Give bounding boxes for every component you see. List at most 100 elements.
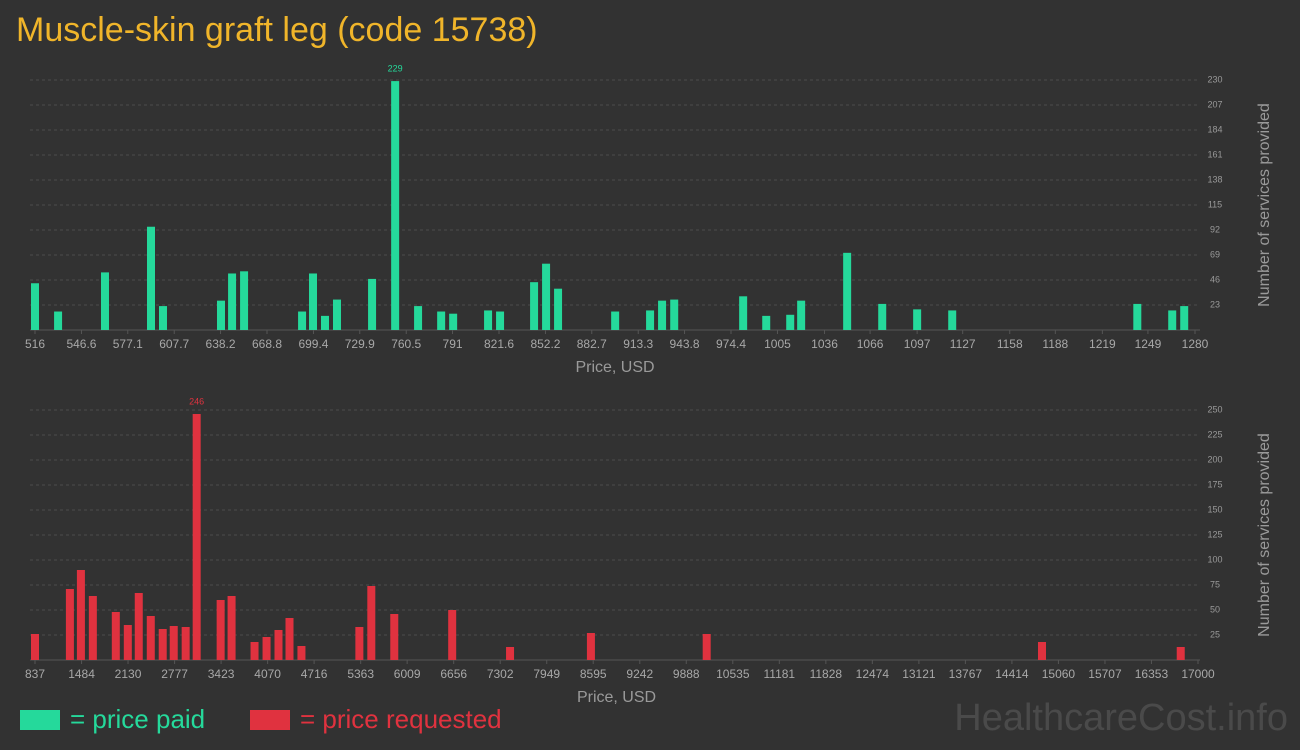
x-tick-label: 7949 <box>533 667 560 681</box>
x-tick-label: 729.9 <box>345 337 375 351</box>
x-tick-label: 1036 <box>811 337 838 351</box>
y-tick-label: 250 <box>1207 404 1222 414</box>
x-tick-label: 1280 <box>1182 337 1209 351</box>
x-tick-label: 638.2 <box>206 337 236 351</box>
legend-swatch <box>20 710 60 730</box>
x-tick-label: 913.3 <box>623 337 653 351</box>
bar <box>274 630 283 660</box>
bar <box>355 627 364 660</box>
bar <box>227 596 236 660</box>
x-tick-label: 546.6 <box>66 337 96 351</box>
x-axis-label: Price, USD <box>577 689 656 706</box>
bar <box>670 299 679 330</box>
bar <box>878 303 887 330</box>
x-tick-label: 577.1 <box>113 337 143 351</box>
x-tick-label: 5363 <box>347 667 374 681</box>
bar <box>158 306 167 330</box>
watermark: HealthcareCost.info <box>954 697 1288 739</box>
y-tick-label: 23 <box>1210 299 1220 309</box>
bar <box>158 629 167 660</box>
bar <box>76 570 85 660</box>
bar <box>321 315 329 330</box>
legend-swatch <box>250 710 290 730</box>
x-tick-label: 974.4 <box>716 337 746 351</box>
y-tick-label: 92 <box>1210 224 1220 234</box>
x-tick-label: 8595 <box>580 667 607 681</box>
y-tick-label: 138 <box>1207 174 1222 184</box>
x-axis-label: Price, USD <box>575 359 654 376</box>
legend-label: = price paid <box>70 704 205 734</box>
bar <box>147 226 155 330</box>
x-tick-label: 7302 <box>487 667 514 681</box>
y-tick-label: 200 <box>1207 454 1222 464</box>
bar <box>658 300 667 330</box>
bar <box>786 314 795 330</box>
x-tick-label: 13767 <box>949 667 983 681</box>
x-tick-label: 760.5 <box>391 337 421 351</box>
bar <box>31 283 39 330</box>
x-tick-label: 4716 <box>301 667 328 681</box>
bar <box>448 610 457 660</box>
bar <box>1038 642 1047 660</box>
bar <box>702 634 711 660</box>
x-tick-label: 9242 <box>626 667 653 681</box>
bar <box>123 625 132 660</box>
bar <box>611 311 620 330</box>
x-tick-label: 9888 <box>673 667 700 681</box>
x-tick-label: 1097 <box>904 337 931 351</box>
y-tick-label: 207 <box>1207 99 1222 109</box>
x-tick-label: 13121 <box>902 667 936 681</box>
bar <box>31 634 39 660</box>
x-tick-label: 837 <box>25 667 45 681</box>
bar <box>367 586 376 660</box>
x-tick-label: 4070 <box>254 667 281 681</box>
bar <box>390 614 399 660</box>
x-tick-label: 516 <box>25 337 45 351</box>
bar <box>309 273 318 330</box>
x-tick-label: 11828 <box>810 667 843 681</box>
bar <box>530 282 539 330</box>
bar <box>449 313 458 330</box>
bar <box>646 310 655 330</box>
y-axis-label: Number of services provided <box>1256 433 1273 637</box>
x-tick-label: 1249 <box>1135 337 1162 351</box>
bar <box>1133 303 1142 330</box>
bar <box>250 642 259 660</box>
bar <box>228 273 237 330</box>
bar <box>368 278 377 330</box>
bar <box>913 309 922 330</box>
y-tick-label: 75 <box>1210 579 1220 589</box>
y-tick-label: 69 <box>1210 249 1220 259</box>
y-axis-label: Number of services provided <box>1256 103 1273 307</box>
bar <box>542 263 551 330</box>
x-tick-label: 12474 <box>856 667 890 681</box>
x-tick-label: 1484 <box>68 667 95 681</box>
bar <box>586 633 595 660</box>
x-tick-label: 1127 <box>950 337 976 351</box>
x-tick-label: 15060 <box>1042 667 1076 681</box>
bar <box>240 271 249 330</box>
bar <box>169 626 178 660</box>
bar <box>496 311 505 330</box>
y-tick-label: 125 <box>1207 529 1222 539</box>
x-tick-label: 821.6 <box>484 337 514 351</box>
bar <box>762 315 771 330</box>
bar <box>797 300 806 330</box>
bar <box>506 647 515 660</box>
bar <box>948 310 957 330</box>
y-tick-label: 161 <box>1207 149 1222 159</box>
x-tick-label: 16353 <box>1135 667 1169 681</box>
legend-label: = price requested <box>300 704 502 734</box>
x-tick-label: 2130 <box>115 667 142 681</box>
x-tick-label: 11181 <box>764 667 796 681</box>
bar <box>88 596 97 660</box>
bar <box>1180 306 1189 330</box>
x-tick-label: 15707 <box>1088 667 1122 681</box>
bar <box>181 627 190 660</box>
x-tick-label: 6656 <box>440 667 467 681</box>
x-tick-label: 14414 <box>995 667 1029 681</box>
x-tick-label: 852.2 <box>530 337 560 351</box>
bar <box>146 616 155 660</box>
bar <box>54 311 63 330</box>
